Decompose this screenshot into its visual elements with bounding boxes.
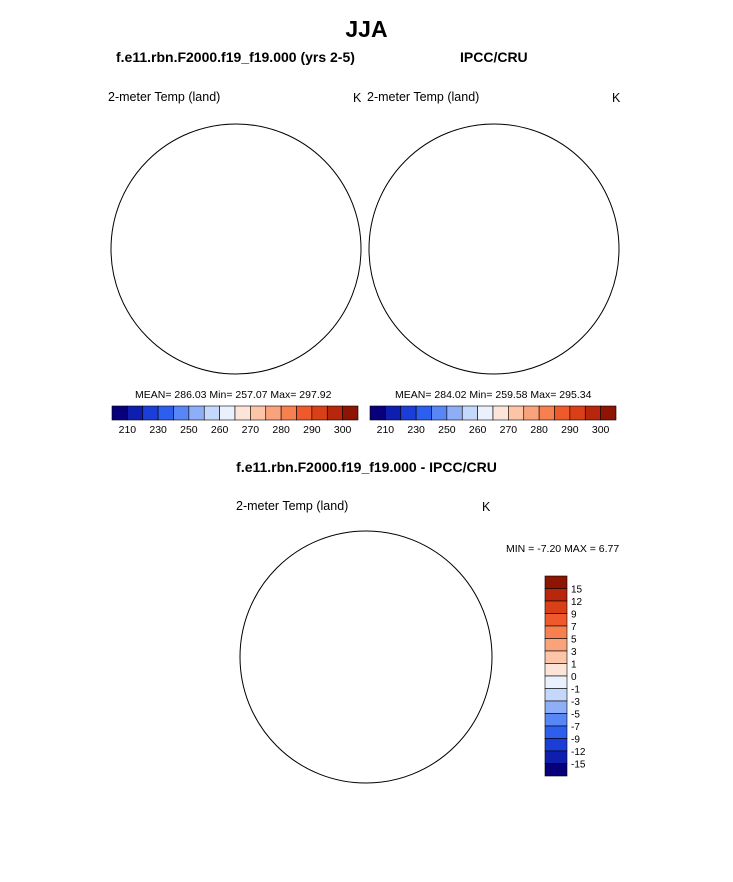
colorbar-swatch [311, 405, 328, 421]
diff-units-label: K [482, 500, 491, 514]
colorbar-swatch [219, 405, 236, 421]
colorbar-swatch [538, 405, 555, 421]
colorbar-tick-label: 280 [530, 424, 548, 436]
colorbar-tick-label: 290 [561, 424, 579, 436]
colorbar-tick-label: 230 [407, 424, 425, 436]
model-stats: MEAN= 286.03 Min= 257.07 Max= 297.92 [135, 389, 332, 401]
colorbar-tick-label: 12 [571, 597, 583, 608]
colorbar-swatch [173, 405, 190, 421]
colorbar-tick-label: 260 [469, 424, 487, 436]
obs-units-label: K [612, 91, 621, 105]
difference-title: f.e11.rbn.F2000.f19_f19.000 - IPCC/CRU [236, 459, 497, 475]
colorbar-tick-label: 230 [149, 424, 167, 436]
colorbar-swatch [385, 405, 402, 421]
model-variable-label: 2-meter Temp (land) [108, 90, 221, 104]
colorbar-swatch [234, 405, 251, 421]
colorbar-swatch [544, 738, 568, 752]
diff-variable-label: 2-meter Temp (land) [236, 499, 349, 513]
model-case-title: f.e11.rbn.F2000.f19_f19.000 (yrs 2-5) [116, 49, 355, 65]
model-units-label: K [353, 91, 362, 105]
colorbar-swatch [569, 405, 586, 421]
colorbar-swatch [188, 405, 205, 421]
colorbar-tick-label: 9 [571, 610, 577, 621]
colorbar-swatch [400, 405, 417, 421]
colorbar-tick-label: -15 [571, 760, 586, 771]
colorbar-swatch [415, 405, 432, 421]
colorbar-swatch [544, 663, 568, 677]
colorbar-tick-label: 250 [438, 424, 456, 436]
obs-case-title: IPCC/CRU [460, 49, 528, 65]
figure-title: JJA [345, 16, 388, 42]
colorbar-swatch [127, 405, 144, 421]
colorbar-swatch [544, 575, 568, 589]
colorbar-swatch [431, 405, 448, 421]
obs-stats: MEAN= 284.02 Min= 259.58 Max= 295.34 [395, 389, 592, 401]
colorbar-tick-label: 300 [592, 424, 610, 436]
colorbar-swatch [544, 763, 568, 777]
colorbar-swatch [544, 650, 568, 664]
colorbar-swatch [265, 405, 282, 421]
colorbar-swatch [544, 713, 568, 727]
colorbar-tick-label: 1 [571, 660, 577, 671]
colorbar-swatch [280, 405, 297, 421]
colorbar-swatch [544, 613, 568, 627]
colorbar-tick-label: 0 [571, 672, 577, 683]
obs-polar-map [368, 123, 620, 375]
colorbar-swatch [446, 405, 463, 421]
colorbar-tick-label: -1 [571, 685, 580, 696]
colorbar-swatch [544, 600, 568, 614]
colorbar-tick-label: 290 [303, 424, 321, 436]
colorbar-tick-label: -5 [571, 710, 580, 721]
model-polar-map [110, 123, 371, 384]
colorbar-tick-label: -9 [571, 735, 580, 746]
colorbar-tick-label: 270 [500, 424, 518, 436]
colorbar-tick-label: 280 [272, 424, 290, 436]
obs-colorbar: 210 230 250 260 270 280 290 300 [369, 405, 617, 436]
colorbar-swatch [250, 405, 267, 421]
colorbar-swatch [142, 405, 159, 421]
colorbar-tick-label: 7 [571, 622, 577, 633]
colorbar-swatch [554, 405, 571, 421]
colorbar-swatch [544, 688, 568, 702]
colorbar-swatch [544, 700, 568, 714]
colorbar-swatch [477, 405, 494, 421]
model-colorbar: 210 230 250 260 270 280 290 300 [111, 405, 359, 436]
colorbar-tick-label: 3 [571, 647, 577, 658]
colorbar-swatch [600, 405, 617, 421]
colorbar-tick-label: -3 [571, 697, 580, 708]
obs-variable-label: 2-meter Temp (land) [367, 90, 480, 104]
colorbar-tick-label: 300 [334, 424, 352, 436]
diff-stats: MIN = -7.20 MAX = 6.77 [506, 543, 620, 555]
colorbar-swatch [157, 405, 174, 421]
colorbar-swatch [523, 405, 540, 421]
colorbar-tick-label: 15 [571, 585, 583, 596]
colorbar-tick-label: 210 [119, 424, 137, 436]
colorbar-tick-label: 250 [180, 424, 198, 436]
colorbar-swatch [369, 405, 386, 421]
colorbar-swatch [296, 405, 313, 421]
colorbar-swatch [544, 625, 568, 639]
colorbar-tick-label: 210 [377, 424, 395, 436]
difference-polar-map [239, 530, 493, 784]
colorbar-swatch [326, 405, 343, 421]
colorbar-swatch [544, 638, 568, 652]
colorbar-swatch [544, 675, 568, 689]
colorbar-swatch [492, 405, 509, 421]
colorbar-swatch [508, 405, 525, 421]
colorbar-swatch [342, 405, 359, 421]
colorbar-swatch [544, 750, 568, 764]
colorbar-tick-label: -7 [571, 722, 580, 733]
colorbar-swatch [544, 588, 568, 602]
colorbar-swatch [544, 725, 568, 739]
colorbar-tick-label: 5 [571, 635, 577, 646]
colorbar-swatch [203, 405, 220, 421]
colorbar-tick-label: 260 [211, 424, 229, 436]
colorbar-tick-label: 270 [242, 424, 260, 436]
colorbar-swatch [461, 405, 478, 421]
colorbar-tick-label: -12 [571, 747, 586, 758]
colorbar-swatch [584, 405, 601, 421]
colorbar-swatch [111, 405, 128, 421]
